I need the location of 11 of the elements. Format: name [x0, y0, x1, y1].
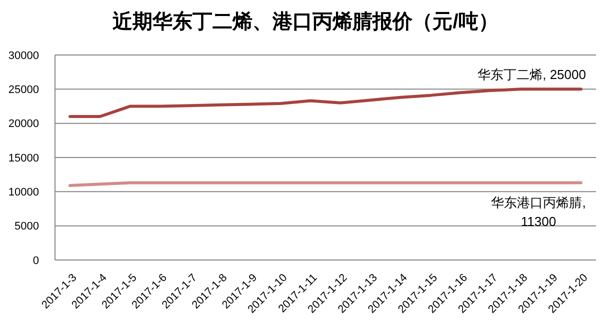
y-tick-label: 20000 — [8, 118, 39, 130]
y-tick-label: 0 — [32, 254, 39, 267]
line-series — [68, 88, 582, 118]
data-label: 华东港口丙烯腈, 11300 — [491, 194, 586, 229]
y-tick-label: 15000 — [8, 152, 39, 164]
data-label: 华东丁二烯, 25000 — [478, 67, 586, 82]
chart-title: 近期华东丁二烯、港口丙烯腈报价（元/吨） — [112, 10, 500, 35]
y-tick-label: 25000 — [8, 84, 39, 96]
y-tick-label: 30000 — [8, 50, 39, 62]
y-tick-label: 5000 — [14, 220, 39, 233]
y-tick-label: 10000 — [8, 186, 39, 199]
